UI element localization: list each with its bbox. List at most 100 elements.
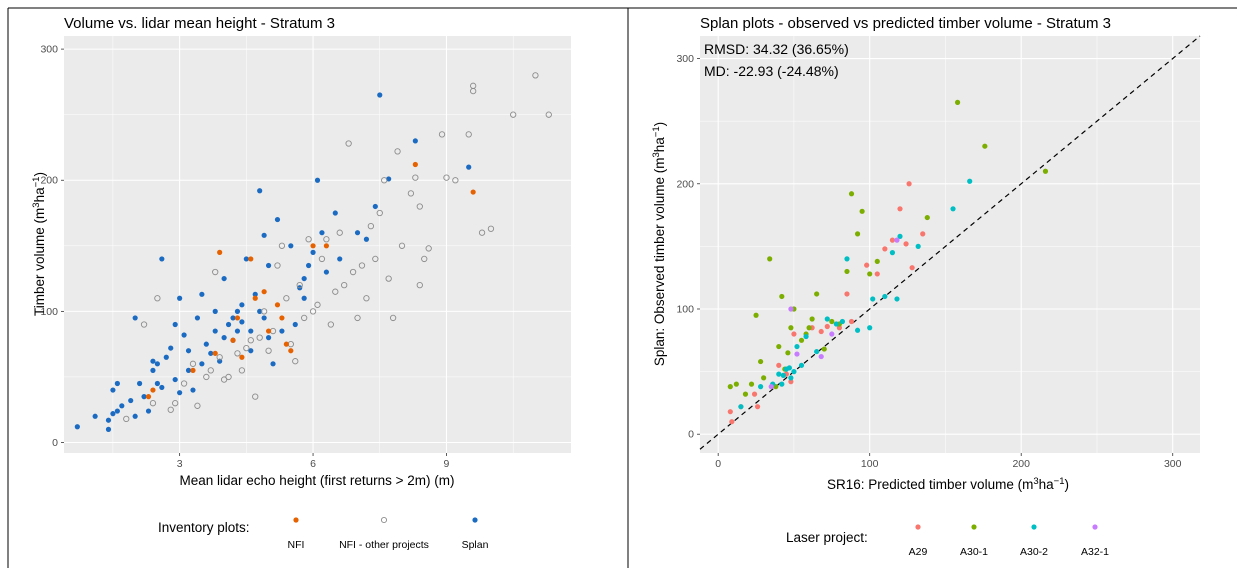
l-point-nfi-other-projects: [305, 236, 312, 243]
l-point-nfi: [283, 341, 289, 347]
l-point-splan: [230, 315, 236, 321]
r-point-a30-1: [874, 258, 880, 265]
r-point-a30-1: [829, 318, 835, 325]
l-point-splan: [203, 341, 209, 347]
r-point-a30-2: [950, 206, 956, 212]
l-point-splan: [92, 413, 98, 419]
l-point-nfi-other-projects: [212, 268, 219, 276]
left-x-axis-label: Mean lidar echo height (first returns > …: [180, 473, 455, 488]
r-point-a30-1: [767, 256, 773, 262]
r-point-a30-2: [788, 375, 794, 381]
r-point-a30-2: [824, 316, 830, 322]
right-xlabel-end: ): [1065, 477, 1070, 492]
l-point-splan: [141, 394, 147, 400]
l-point-splan: [243, 256, 249, 262]
l-xtick-label: 6: [310, 458, 316, 470]
l-point-splan: [363, 236, 370, 242]
right-legend-label-a30-1: A30-1: [960, 546, 988, 558]
l-point-nfi-other-projects: [345, 140, 352, 147]
l-point-splan: [194, 315, 201, 321]
l-point-nfi: [239, 354, 245, 360]
l-xtick-label: 3: [177, 458, 183, 470]
r-point-a29: [897, 206, 903, 212]
right-legend-label-a32-1: A32-1: [1081, 546, 1109, 558]
l-point-splan: [177, 295, 183, 301]
l-point-splan: [181, 332, 187, 338]
l-point-nfi: [470, 189, 476, 195]
l-point-nfi-other-projects: [510, 111, 517, 118]
l-point-splan: [323, 269, 329, 275]
r-point-a30-2: [882, 293, 888, 300]
l-point-nfi-other-projects: [314, 301, 321, 308]
l-point-splan: [466, 164, 472, 170]
r-point-a29: [824, 323, 830, 330]
r-point-a30-2: [814, 348, 820, 355]
l-point-splan: [274, 216, 281, 223]
l-point-nfi-other-projects: [225, 373, 232, 381]
l-point-nfi-other-projects: [323, 236, 330, 243]
l-point-nfi-other-projects: [194, 402, 201, 409]
r-point-a29: [844, 291, 850, 297]
l-point-nfi-other-projects: [256, 334, 263, 341]
l-point-nfi: [145, 394, 152, 400]
l-point-nfi-other-projects: [238, 367, 246, 374]
right-xlabel-main: SR16: Predicted timber volume (m: [827, 477, 1033, 492]
r-point-a29: [727, 409, 733, 415]
r-point-a32-1: [818, 353, 824, 360]
l-point-nfi-other-projects: [247, 337, 254, 344]
l-xtick-label: 9: [444, 458, 450, 470]
l-point-splan: [225, 321, 232, 328]
l-point-nfi: [412, 161, 418, 168]
l-point-nfi-other-projects: [438, 131, 446, 138]
r-point-a30-2: [779, 381, 785, 387]
r-point-a29: [864, 262, 870, 268]
l-point-nfi: [252, 295, 258, 301]
l-point-nfi-other-projects: [407, 190, 415, 197]
r-point-a30-2: [833, 321, 839, 327]
right-gridlines: [700, 36, 1200, 453]
r-point-a30-2: [780, 372, 786, 378]
l-point-nfi-other-projects: [465, 131, 472, 138]
right-ylabel-main: Splan: Observed timber volume (m: [652, 158, 667, 367]
l-point-nfi-other-projects: [363, 295, 370, 302]
r-point-a30-1: [954, 99, 961, 105]
right-legend-key-a29: [915, 524, 921, 530]
r-xtick-label: 0: [715, 458, 721, 470]
l-point-nfi-other-projects: [260, 308, 268, 315]
l-point-nfi-other-projects: [274, 262, 281, 269]
r-point-a30-2: [776, 371, 782, 377]
right-chart: Splan plots - observed vs predicted timb…: [651, 15, 1201, 558]
l-point-nfi: [261, 289, 267, 295]
l-point-nfi: [230, 337, 236, 343]
r-point-a30-2: [798, 362, 805, 368]
l-point-nfi-other-projects: [318, 255, 326, 263]
left-plot-panel: [64, 36, 571, 453]
l-point-splan: [190, 387, 196, 393]
right-legend: Laser project: A29 A30-1 A30-2 A32-1: [786, 524, 1109, 558]
l-point-splan: [310, 249, 316, 255]
l-point-splan: [212, 308, 218, 314]
r-point-a30-2: [870, 296, 876, 302]
right-legend-title: Laser project:: [786, 530, 868, 545]
l-point-nfi-other-projects: [372, 255, 379, 263]
r-point-a30-2: [915, 243, 921, 249]
r-xtick-label: 300: [1164, 458, 1182, 470]
l-point-nfi-other-projects: [336, 229, 343, 236]
right-x-axis-label: SR16: Predicted timber volume (m3ha−1): [827, 476, 1069, 492]
left-y-axis-label: Timber volume (m3ha−1): [31, 172, 47, 316]
left-chart: Volume vs. lidar mean height - Stratum 3…: [31, 15, 571, 551]
r-xtick-label: 100: [861, 458, 879, 470]
l-point-nfi-other-projects: [216, 354, 223, 361]
l-point-nfi-other-projects: [123, 415, 130, 423]
l-point-nfi-other-projects: [203, 373, 210, 381]
l-point-splan: [221, 335, 227, 341]
l-point-nfi-other-projects: [172, 400, 179, 407]
l-point-splan: [208, 350, 214, 356]
l-point-nfi-other-projects: [376, 209, 383, 217]
l-point-nfi-other-projects: [301, 314, 308, 322]
l-point-splan: [114, 408, 120, 414]
right-legend-label-a30-2: A30-2: [1020, 546, 1048, 558]
l-point-splan: [128, 397, 134, 404]
l-point-nfi-other-projects: [332, 288, 339, 295]
left-x-ticks: 3 6 9: [177, 453, 450, 470]
